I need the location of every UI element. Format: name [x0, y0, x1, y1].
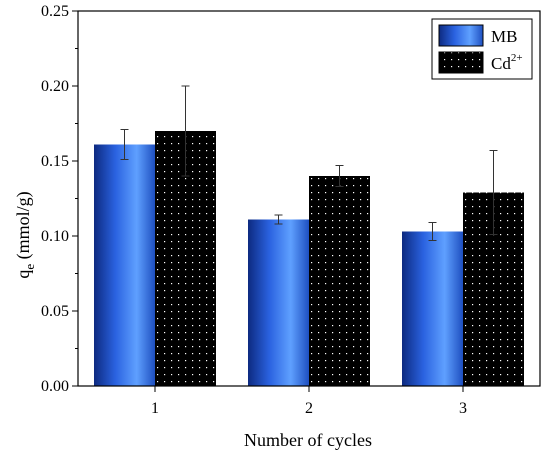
y-axis-title-rest: (mmol/g) [13, 191, 34, 264]
legend-label-cd: Cd2+ [491, 52, 523, 73]
y-tick-label-0.05: 0.05 [41, 303, 69, 320]
legend-label-mb: MB [491, 27, 517, 46]
x-tick-label-3: 3 [459, 400, 467, 417]
y-axis-title: qe (mmol/g) [13, 191, 37, 278]
error-bar-series-2-cycle-3 [489, 150, 498, 235]
legend: MB Cd2+ [431, 18, 533, 80]
legend-swatch-cd [438, 51, 484, 74]
y-tick-label-0.15: 0.15 [41, 153, 69, 170]
error-bar-series-2-cycle-1 [181, 85, 190, 177]
y-axis-title-sub: e [22, 264, 37, 270]
bar-series-1-cycle-2 [248, 219, 309, 386]
x-tick-label-2: 2 [305, 400, 313, 417]
bar-series-2-cycle-2 [309, 176, 370, 386]
bar-series-1-cycle-3 [402, 231, 463, 386]
x-axis-title: Number of cycles [244, 430, 372, 450]
error-bar-series-1-cycle-2 [274, 214, 283, 225]
error-bar-series-1-cycle-1 [120, 129, 129, 160]
bar-series-1-cycle-1 [94, 144, 155, 386]
x-tick-label-1: 1 [151, 400, 159, 417]
error-bar-series-1-cycle-3 [428, 222, 437, 241]
y-tick-label-0.20: 0.20 [41, 78, 69, 95]
y-tick-label-0.25: 0.25 [41, 3, 69, 20]
legend-label-cd-base: Cd [491, 54, 511, 73]
error-bar-series-2-cycle-2 [335, 165, 344, 187]
legend-label-cd-sup: 2+ [511, 52, 523, 64]
y-tick-label-0.10: 0.10 [41, 228, 69, 245]
y-tick-label-0.00: 0.00 [41, 378, 69, 395]
y-axis-title-base: q [13, 270, 33, 279]
legend-swatch-mb [438, 24, 484, 47]
